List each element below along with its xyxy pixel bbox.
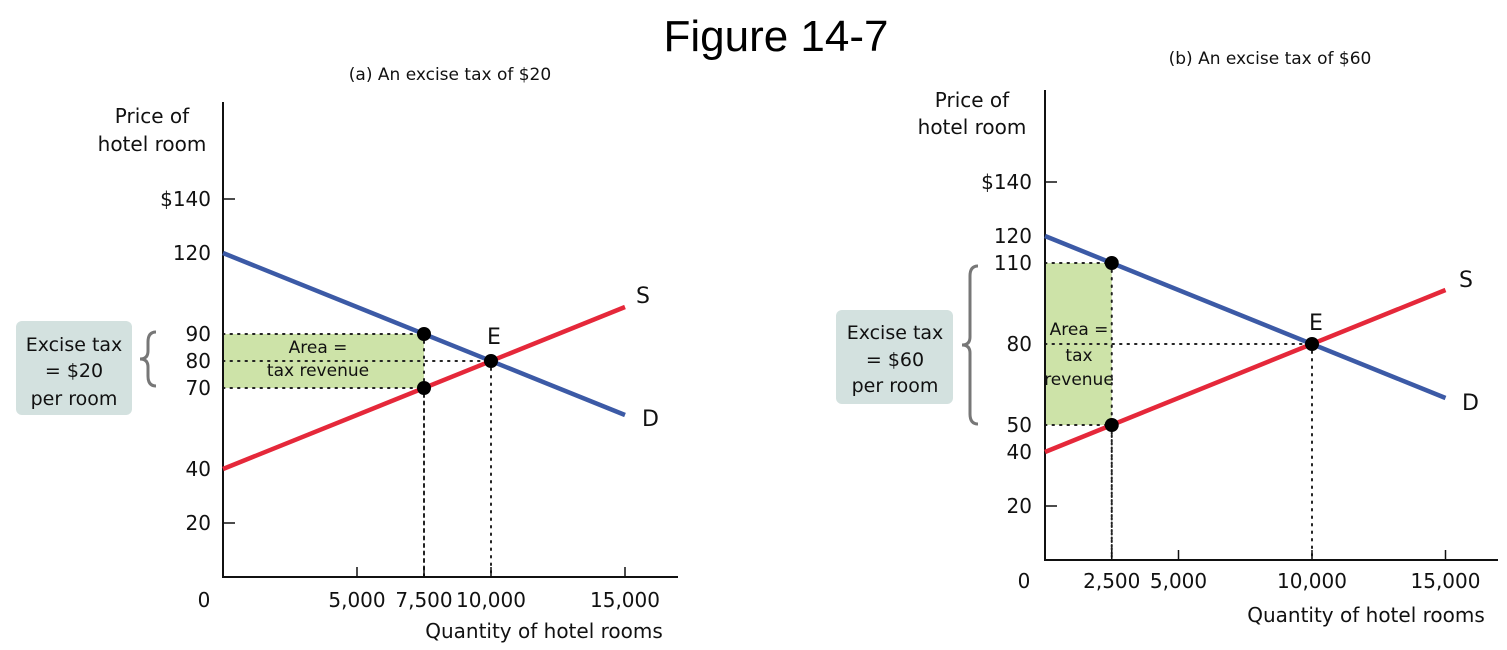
supply-label: S: [1459, 268, 1473, 293]
tax-callout-label: per room: [31, 388, 118, 410]
x-tick-label: 10,000: [456, 588, 526, 612]
y-axis-label: hotel room: [918, 115, 1027, 139]
tax-area-label: Area =: [289, 338, 348, 358]
data-point: [1305, 337, 1319, 351]
x-tick-label: 15,000: [590, 588, 660, 612]
x-tick-label: 10,000: [1277, 569, 1347, 593]
y-tick-label: 20: [1007, 494, 1032, 518]
y-tick-label: 40: [1007, 440, 1032, 464]
x-tick-label: 2,500: [1083, 569, 1140, 593]
y-axis-label: Price of: [115, 104, 190, 128]
x-axis-label: Quantity of hotel rooms: [1247, 603, 1485, 627]
origin-label: 0: [1018, 569, 1031, 593]
demand-label: D: [642, 407, 659, 432]
x-tick-label: 5,000: [328, 588, 385, 612]
figure-title: Figure 14-7: [663, 12, 889, 61]
y-axis-label: Price of: [935, 88, 1010, 112]
tax-callout-box: [836, 310, 953, 404]
demand-label: D: [1462, 391, 1479, 416]
y-tick-label: 20: [186, 511, 211, 535]
tax-area-label: Area =: [1050, 320, 1109, 340]
tax-callout-label: = $60: [866, 349, 924, 371]
y-tick-label: 80: [186, 349, 211, 373]
x-tick-label: 7,500: [395, 588, 452, 612]
data-point: [1104, 256, 1119, 270]
y-tick-label: 50: [1007, 413, 1032, 437]
tax-area-label: tax: [1065, 346, 1092, 366]
y-axis-label: hotel room: [98, 132, 207, 156]
origin-label: 0: [198, 588, 211, 612]
x-tick-label: 15,000: [1411, 569, 1481, 593]
panel-subtitle: (b) An excise tax of $60: [1169, 49, 1372, 69]
y-tick-label: 80: [1007, 332, 1032, 356]
x-tick-label: 5,000: [1150, 569, 1207, 593]
tax-callout-label: per room: [852, 375, 939, 397]
panel-a: Area = tax revenue $140 120 90 80 70 40 20 5,000 7…: [16, 65, 678, 643]
y-tick-label: 110: [994, 251, 1032, 275]
tax-area-label: tax revenue: [267, 361, 369, 381]
y-tick-label: $140: [981, 170, 1032, 194]
tax-callout-label: Excise tax: [847, 322, 944, 344]
tax-callout-box: [16, 321, 132, 415]
tax-revenue-area: [1045, 263, 1112, 425]
tax-callout-label: = $20: [45, 360, 103, 382]
y-tick-label: 120: [173, 241, 211, 265]
data-point: [417, 381, 431, 395]
panel-b: Area = tax revenue $140 120 110 80 50 40 20 2,500 5…: [836, 49, 1498, 627]
data-point: [417, 327, 431, 341]
y-tick-label: 40: [186, 457, 211, 481]
equilibrium-label: E: [487, 325, 501, 350]
brace: [961, 264, 979, 426]
y-tick-label: 120: [994, 224, 1032, 248]
y-tick-label: $140: [160, 187, 211, 211]
y-tick-label: 90: [186, 322, 211, 346]
data-point: [484, 354, 498, 368]
tax-area-label: revenue: [1044, 370, 1114, 390]
supply-label: S: [636, 284, 650, 309]
tax-callout-label: Excise tax: [26, 334, 123, 356]
data-point: [1104, 418, 1119, 432]
brace: [139, 330, 157, 388]
y-tick-label: 70: [186, 376, 211, 400]
panel-subtitle: (a) An excise tax of $20: [349, 65, 551, 85]
x-axis-label: Quantity of hotel rooms: [425, 619, 663, 643]
equilibrium-label: E: [1309, 311, 1323, 336]
